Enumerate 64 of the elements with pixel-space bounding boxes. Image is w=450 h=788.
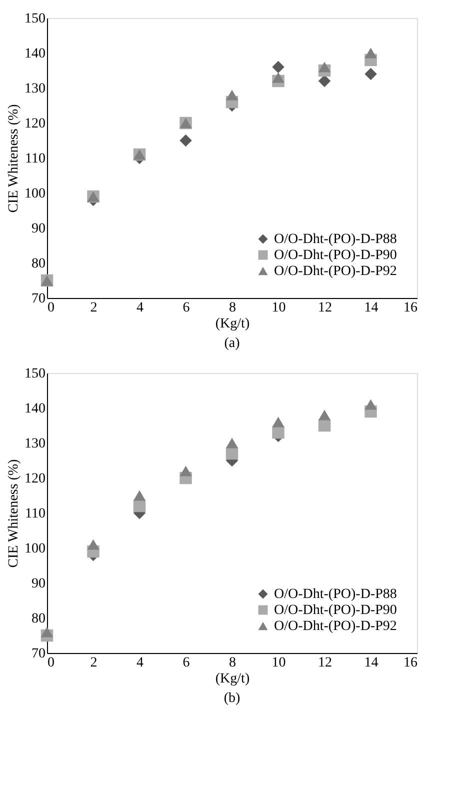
x-axis-title: (Kg/t)	[215, 672, 250, 686]
point	[318, 62, 331, 72]
point	[226, 90, 238, 100]
legend-label: O/O-Dht-(PO)-D-P90	[274, 248, 397, 263]
x-axis-title: (Kg/t)	[215, 316, 250, 332]
point	[364, 399, 377, 410]
legend-label: O/O-Dht-(PO)-D-P88	[274, 232, 397, 247]
x-tick-label: 14	[364, 300, 378, 316]
y-tick-label: 90	[32, 222, 46, 236]
x-tick-label: 6	[182, 300, 190, 316]
legend-label: O/O-Dht-(PO)-D-P92	[274, 264, 397, 279]
y-tick-label: 150	[24, 12, 46, 26]
point	[226, 438, 238, 448]
legend-label: O/O-Dht-(PO)-D-P88	[274, 587, 397, 602]
text: (b)	[224, 691, 240, 706]
y-tick-label: 130	[24, 436, 46, 452]
x-tick-label: 10	[272, 300, 286, 316]
x-tick-label: 0	[48, 300, 54, 316]
legend-label: O/O-Dht-(PO)-D-P92	[274, 619, 397, 634]
y-tick-label: 120	[24, 116, 46, 132]
y-tick-label: 100	[24, 542, 46, 556]
point	[40, 626, 54, 638]
x-tick-label: 14	[364, 656, 378, 670]
y-tick-label: 140	[24, 46, 46, 62]
y-tick-label: 70	[32, 292, 46, 306]
point	[272, 426, 284, 439]
point	[272, 416, 284, 428]
x-tick-label: 8	[229, 300, 236, 316]
y-tick-label: 110	[25, 152, 46, 166]
y-tick-label: 150	[24, 366, 46, 382]
point	[180, 134, 192, 147]
x-tick-label: 4	[136, 656, 144, 670]
x-tick-label: 4	[136, 300, 144, 316]
y-tick-label: 80	[32, 612, 46, 626]
y-tick-label: 110	[25, 506, 46, 522]
point	[133, 490, 146, 501]
y-axis-title: CIE Whiteness (%)	[6, 458, 22, 568]
y-tick-label: 90	[32, 576, 46, 592]
point	[180, 466, 192, 476]
point	[364, 48, 377, 58]
y-axis-title: CIE Whiteness (%)	[6, 104, 22, 213]
point	[318, 410, 331, 420]
y-tick-label: 140	[24, 402, 46, 416]
x-tick-label: 16	[404, 656, 418, 670]
x-tick-label: 12	[318, 300, 332, 316]
y-tick-label: 100	[24, 186, 46, 202]
x-tick-label: 6	[182, 656, 190, 670]
x-tick-label: 2	[90, 300, 98, 316]
text: (a)	[224, 336, 240, 351]
x-tick-label: 8	[229, 656, 236, 670]
y-tick-label: 80	[32, 256, 46, 272]
point	[272, 60, 284, 74]
y-tick-label: 130	[24, 82, 46, 96]
legend-label: O/O-Dht-(PO)-D-P90	[274, 603, 397, 618]
point	[364, 68, 377, 80]
x-tick-label: 2	[90, 656, 98, 670]
point	[87, 539, 100, 550]
point	[272, 72, 284, 83]
y-tick-label: 120	[24, 472, 46, 486]
x-tick-label: 16	[404, 300, 418, 316]
x-tick-label: 0	[48, 656, 54, 670]
y-tick-label: 70	[32, 646, 46, 662]
x-tick-label: 10	[272, 656, 286, 670]
x-tick-label: 12	[318, 656, 332, 670]
